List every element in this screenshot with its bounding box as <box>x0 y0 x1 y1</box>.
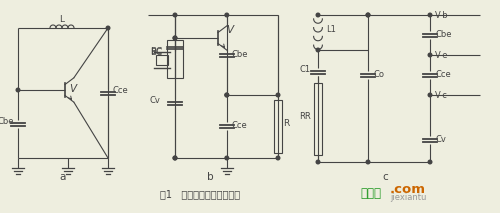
Text: Co: Co <box>373 70 384 79</box>
Text: .com: .com <box>390 183 426 196</box>
Text: jiexiantu: jiexiantu <box>390 193 426 202</box>
Text: 接线图: 接线图 <box>360 187 381 200</box>
Text: BC: BC <box>150 48 162 57</box>
Text: Cbe: Cbe <box>0 117 14 126</box>
Circle shape <box>316 48 320 52</box>
Text: V: V <box>69 84 76 94</box>
Text: C1: C1 <box>300 65 310 74</box>
Circle shape <box>366 13 370 17</box>
Circle shape <box>366 13 370 17</box>
Text: Cbe: Cbe <box>435 30 452 39</box>
Circle shape <box>225 13 228 17</box>
Circle shape <box>316 13 320 17</box>
Text: L: L <box>60 15 64 24</box>
Circle shape <box>106 26 110 30</box>
Text: Cce: Cce <box>435 70 451 79</box>
Text: R: R <box>283 119 289 128</box>
Text: V: V <box>226 25 233 35</box>
Bar <box>167 40 183 78</box>
Circle shape <box>173 13 177 17</box>
Circle shape <box>173 36 177 40</box>
Circle shape <box>428 53 432 57</box>
Text: V-e: V-e <box>435 51 448 60</box>
Bar <box>156 55 168 65</box>
Circle shape <box>428 160 432 164</box>
Text: a: a <box>60 172 66 182</box>
Text: L1: L1 <box>326 25 336 34</box>
Circle shape <box>16 88 20 92</box>
Text: b: b <box>206 172 214 182</box>
Circle shape <box>173 36 177 40</box>
Text: Cv: Cv <box>150 96 161 105</box>
Circle shape <box>276 93 280 97</box>
Text: c: c <box>382 172 388 182</box>
Circle shape <box>225 156 228 160</box>
Circle shape <box>366 160 370 164</box>
Text: 图1   晶振电路及其等效槽路: 图1 晶振电路及其等效槽路 <box>160 189 240 199</box>
Bar <box>274 99 282 153</box>
Circle shape <box>225 93 228 97</box>
Text: Cce: Cce <box>232 121 248 130</box>
Circle shape <box>428 93 432 97</box>
Text: Cce: Cce <box>112 86 128 95</box>
Circle shape <box>276 156 280 160</box>
Text: V-b: V-b <box>435 11 448 20</box>
Text: RR: RR <box>299 112 311 121</box>
Circle shape <box>173 156 177 160</box>
Circle shape <box>428 13 432 17</box>
Circle shape <box>316 160 320 164</box>
Text: BC: BC <box>150 47 162 56</box>
Circle shape <box>173 156 177 160</box>
Bar <box>314 83 322 155</box>
Text: Cbe: Cbe <box>232 50 248 59</box>
Text: V-c: V-c <box>435 91 448 100</box>
Circle shape <box>225 93 228 97</box>
Text: Cv: Cv <box>435 135 446 144</box>
